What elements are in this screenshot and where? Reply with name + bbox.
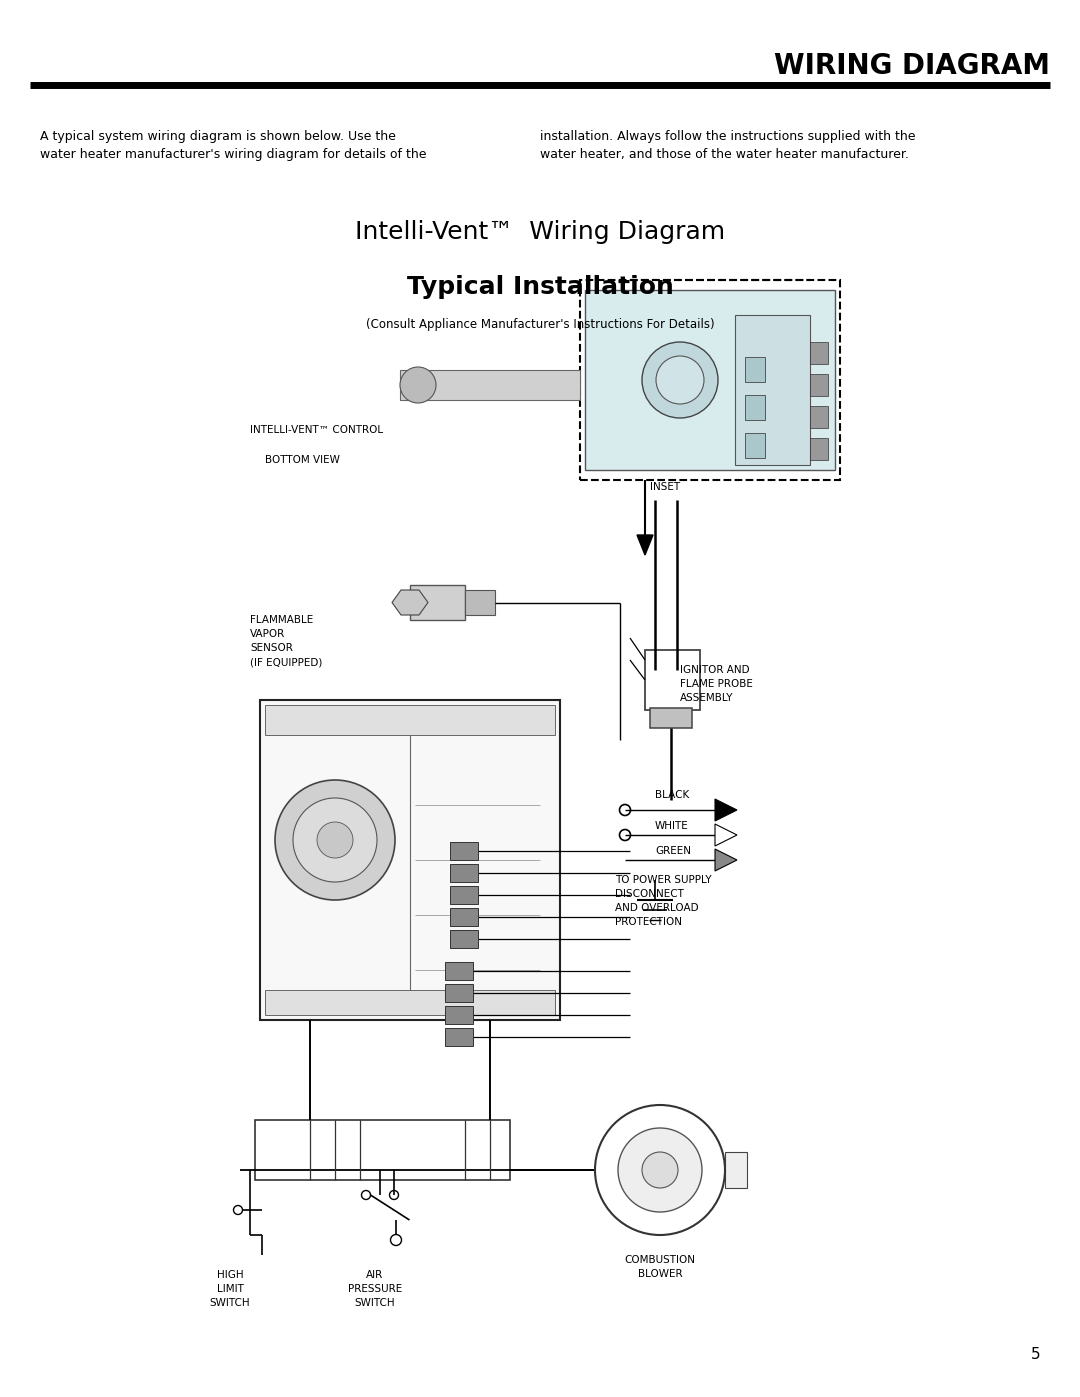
Bar: [450, 886, 478, 904]
Polygon shape: [715, 824, 737, 847]
Text: A typical system wiring diagram is shown below. Use the
water heater manufacture: A typical system wiring diagram is shown…: [40, 130, 427, 161]
Bar: [450, 863, 478, 882]
Circle shape: [642, 342, 718, 418]
Bar: [255, 1120, 510, 1180]
Bar: [745, 358, 765, 381]
Polygon shape: [715, 799, 737, 821]
Circle shape: [391, 1235, 402, 1246]
Text: 5: 5: [1030, 1347, 1040, 1362]
Bar: [810, 439, 828, 460]
Bar: [450, 930, 478, 949]
Text: Typical Installation: Typical Installation: [406, 275, 674, 299]
Bar: [445, 963, 473, 981]
Bar: [745, 433, 765, 458]
Polygon shape: [715, 849, 737, 870]
Bar: [445, 983, 473, 1002]
Bar: [450, 908, 478, 926]
Bar: [745, 395, 765, 420]
Text: WIRING DIAGRAM: WIRING DIAGRAM: [774, 52, 1050, 80]
Bar: [450, 842, 478, 861]
Circle shape: [642, 1153, 678, 1187]
Bar: [260, 700, 561, 1020]
Bar: [810, 407, 828, 427]
Circle shape: [390, 1190, 399, 1200]
Text: IGNITOR AND
FLAME PROBE
ASSEMBLY: IGNITOR AND FLAME PROBE ASSEMBLY: [680, 665, 753, 703]
Text: AIR
PRESSURE
SWITCH: AIR PRESSURE SWITCH: [348, 1270, 402, 1308]
Bar: [645, 650, 700, 710]
Bar: [410, 585, 465, 620]
Bar: [650, 708, 692, 728]
Circle shape: [656, 356, 704, 404]
Text: Intelli-Vent™  Wiring Diagram: Intelli-Vent™ Wiring Diagram: [355, 219, 725, 244]
Circle shape: [620, 805, 631, 816]
Circle shape: [618, 1127, 702, 1213]
Circle shape: [275, 780, 395, 900]
Circle shape: [595, 1105, 725, 1235]
Text: HIGH
LIMIT
SWITCH: HIGH LIMIT SWITCH: [210, 1270, 251, 1308]
Circle shape: [233, 1206, 243, 1214]
Bar: [585, 291, 835, 469]
Bar: [265, 990, 555, 1016]
Circle shape: [400, 367, 436, 402]
Text: FLAMMABLE
VAPOR
SENSOR
(IF EQUIPPED): FLAMMABLE VAPOR SENSOR (IF EQUIPPED): [249, 615, 322, 666]
Circle shape: [362, 1190, 370, 1200]
Text: WHITE: WHITE: [654, 821, 689, 831]
Bar: [580, 279, 840, 481]
Circle shape: [293, 798, 377, 882]
Bar: [810, 342, 828, 365]
Text: (Consult Appliance Manufacturer's Instructions For Details): (Consult Appliance Manufacturer's Instru…: [366, 319, 714, 331]
Bar: [725, 1153, 747, 1187]
Bar: [400, 370, 580, 400]
Text: BLACK: BLACK: [654, 789, 689, 800]
Bar: [465, 590, 495, 615]
Text: installation. Always follow the instructions supplied with the
water heater, and: installation. Always follow the instruct…: [540, 130, 916, 161]
Circle shape: [620, 830, 631, 841]
Bar: [735, 314, 810, 465]
Circle shape: [318, 821, 353, 858]
Text: TO POWER SUPPLY
DISCONNECT
AND OVERLOAD
PROTECTION: TO POWER SUPPLY DISCONNECT AND OVERLOAD …: [615, 875, 712, 928]
Text: INSET: INSET: [650, 482, 680, 492]
Polygon shape: [392, 590, 428, 615]
Text: BOTTOM VIEW: BOTTOM VIEW: [265, 455, 340, 465]
Text: COMBUSTION
BLOWER: COMBUSTION BLOWER: [624, 1255, 696, 1280]
Bar: [810, 374, 828, 395]
Text: INTELLI-VENT™ CONTROL: INTELLI-VENT™ CONTROL: [249, 425, 383, 434]
Bar: [445, 1006, 473, 1024]
Text: GREEN: GREEN: [654, 847, 691, 856]
Bar: [445, 1028, 473, 1046]
Polygon shape: [637, 535, 653, 555]
Bar: [265, 705, 555, 735]
